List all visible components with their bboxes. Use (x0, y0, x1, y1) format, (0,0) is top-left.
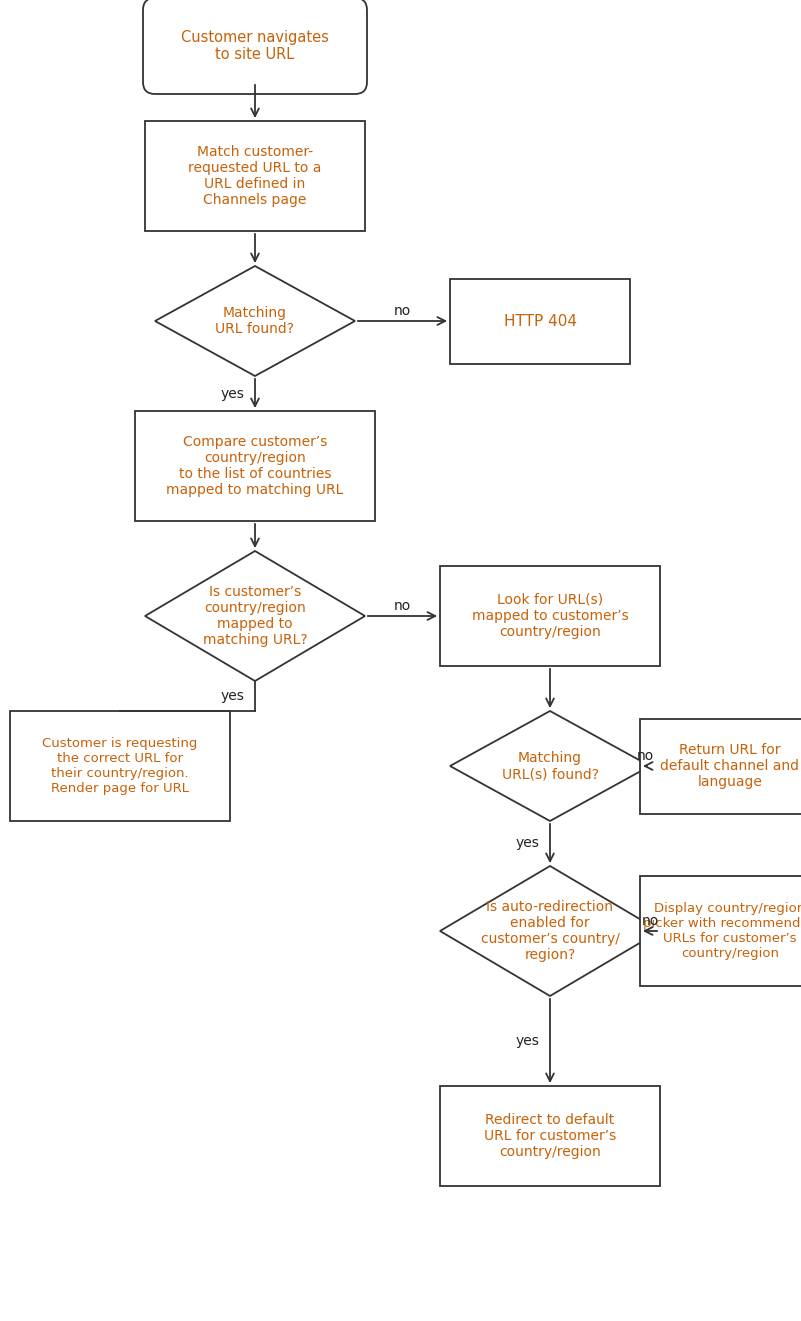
Text: Compare customer’s
country/region
to the list of countries
mapped to matching UR: Compare customer’s country/region to the… (167, 435, 344, 497)
Text: yes: yes (516, 836, 540, 851)
Text: no: no (636, 749, 654, 764)
FancyBboxPatch shape (143, 0, 367, 94)
Text: Look for URL(s)
mapped to customer’s
country/region: Look for URL(s) mapped to customer’s cou… (472, 593, 628, 639)
Text: no: no (394, 304, 411, 318)
Text: no: no (394, 598, 411, 613)
Text: Redirect to default
URL for customer’s
country/region: Redirect to default URL for customer’s c… (484, 1112, 616, 1160)
Bar (440, 565, 660, 666)
Text: Customer is requesting
the correct URL for
their country/region.
Render page for: Customer is requesting the correct URL f… (42, 737, 198, 795)
Text: Match customer-
requested URL to a
URL defined in
Channels page: Match customer- requested URL to a URL d… (188, 145, 322, 207)
Text: yes: yes (221, 387, 245, 400)
Polygon shape (440, 867, 660, 996)
Text: Matching
URL found?: Matching URL found? (215, 306, 295, 336)
Bar (640, 719, 801, 814)
Text: HTTP 404: HTTP 404 (504, 313, 577, 329)
Text: Matching
URL(s) found?: Matching URL(s) found? (501, 750, 598, 781)
Polygon shape (155, 266, 355, 376)
Bar (135, 411, 375, 520)
Bar (440, 1086, 660, 1186)
Text: yes: yes (516, 1034, 540, 1048)
Text: Display country/region
picker with recommended
URLs for customer’s
country/regio: Display country/region picker with recom… (643, 902, 801, 960)
Text: Return URL for
default channel and
language: Return URL for default channel and langu… (661, 742, 799, 789)
Polygon shape (145, 551, 365, 682)
Text: yes: yes (221, 690, 245, 703)
Text: no: no (642, 914, 658, 927)
Polygon shape (450, 711, 650, 820)
Bar (145, 122, 365, 231)
Bar (640, 876, 801, 985)
Bar (10, 711, 230, 820)
Text: Is customer’s
country/region
mapped to
matching URL?: Is customer’s country/region mapped to m… (203, 585, 308, 647)
Text: Customer navigates
to site URL: Customer navigates to site URL (181, 30, 329, 62)
Text: Is auto-redirection
enabled for
customer’s country/
region?: Is auto-redirection enabled for customer… (481, 900, 619, 962)
Bar (450, 279, 630, 363)
